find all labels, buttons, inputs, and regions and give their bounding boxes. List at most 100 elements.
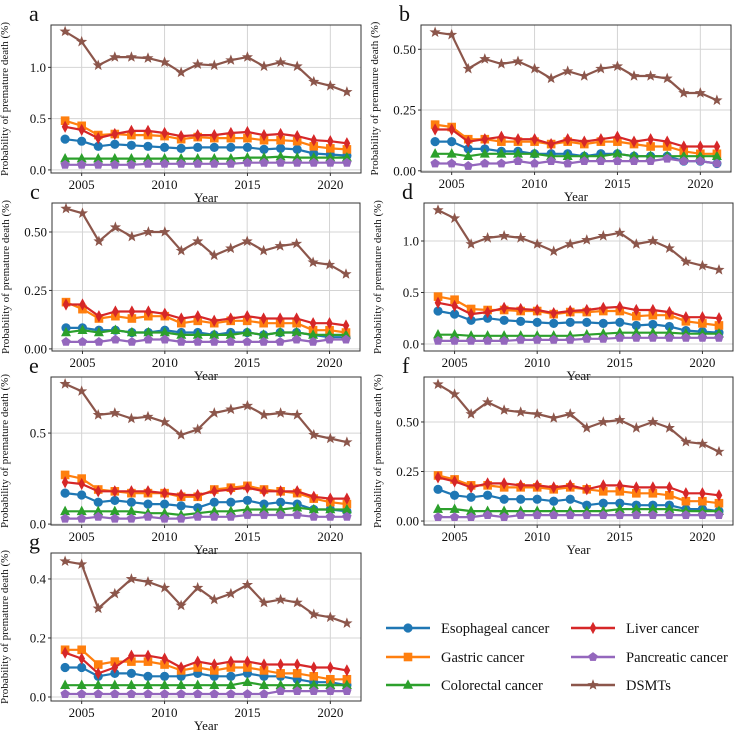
data-point <box>109 679 120 690</box>
data-point <box>227 483 235 496</box>
series-dsmts <box>59 378 353 447</box>
data-point <box>324 79 336 91</box>
data-point <box>340 268 352 279</box>
data-point <box>242 676 253 687</box>
data-point <box>341 436 353 447</box>
data-point <box>227 312 235 325</box>
data-point <box>678 87 690 98</box>
data-point <box>533 303 541 317</box>
data-point <box>161 652 168 665</box>
x-tick-label: 2020 <box>689 529 715 544</box>
series-line <box>437 488 720 513</box>
data-point <box>596 156 606 165</box>
data-point <box>564 408 576 419</box>
data-point <box>548 412 560 423</box>
data-point <box>564 238 576 249</box>
data-point <box>309 317 317 330</box>
data-point <box>126 513 137 523</box>
series-line <box>65 155 347 160</box>
data-point <box>226 142 236 152</box>
data-point <box>76 207 89 218</box>
data-point <box>143 671 153 681</box>
data-point <box>293 312 300 325</box>
data-point <box>109 51 121 62</box>
data-point <box>496 158 507 168</box>
data-point <box>532 510 542 520</box>
data-point <box>260 128 268 142</box>
x-axis-label: Year <box>567 542 592 557</box>
legend-marker <box>587 679 599 690</box>
data-point <box>482 396 494 407</box>
data-point <box>60 202 72 214</box>
data-point <box>597 133 605 146</box>
data-point <box>159 679 170 690</box>
series-dsmts <box>60 202 352 279</box>
data-point <box>499 336 509 345</box>
data-point <box>308 75 320 87</box>
data-point <box>62 298 70 311</box>
series-colorectal-cancer <box>433 503 724 515</box>
y-tick-label: 0.5 <box>403 285 419 300</box>
data-point <box>112 305 119 318</box>
axes-frame <box>423 202 734 352</box>
data-point <box>194 488 202 502</box>
data-point <box>433 512 443 522</box>
data-point <box>464 135 472 148</box>
data-point <box>662 153 672 163</box>
series-line <box>65 506 347 517</box>
data-point <box>681 332 691 342</box>
data-point <box>242 510 253 519</box>
data-point <box>615 510 625 520</box>
data-point <box>699 487 706 500</box>
data-point <box>714 332 724 342</box>
data-point <box>565 317 575 327</box>
data-point <box>244 125 251 139</box>
data-point <box>176 337 186 346</box>
data-point <box>429 26 441 37</box>
data-point <box>484 477 491 490</box>
data-point <box>324 611 336 623</box>
series-line <box>65 681 347 687</box>
series-line <box>64 30 348 94</box>
data-point <box>696 437 709 449</box>
data-point <box>583 303 591 317</box>
data-point <box>679 156 689 165</box>
data-point <box>498 230 510 241</box>
axes-frame <box>423 376 734 526</box>
y-tick-label: 0.25 <box>396 464 419 479</box>
data-point <box>242 689 253 699</box>
data-point <box>275 686 286 696</box>
data-point <box>611 60 624 72</box>
data-point <box>615 332 625 342</box>
series-esophageal-cancer <box>433 484 724 516</box>
y-tick-label: 0.25 <box>393 103 416 118</box>
data-point <box>467 481 475 494</box>
data-point <box>648 510 658 520</box>
data-point <box>342 319 350 332</box>
data-point <box>647 235 659 246</box>
data-point <box>324 432 336 444</box>
panel-g: 2005 2010 2015 2020 0.0 0.2 0.4 Year Probability… <box>0 529 362 733</box>
series-line <box>65 329 346 336</box>
data-point <box>342 157 352 167</box>
data-point <box>145 305 152 318</box>
series-line <box>65 513 347 520</box>
data-point <box>143 141 153 151</box>
data-point <box>343 492 351 505</box>
data-point <box>60 134 70 144</box>
series-liver-cancer <box>61 646 351 680</box>
data-point <box>663 422 675 433</box>
data-point <box>290 237 303 249</box>
data-point <box>498 130 505 143</box>
data-point <box>275 157 286 167</box>
data-point <box>480 158 490 168</box>
data-point <box>666 481 673 494</box>
data-point <box>126 159 137 169</box>
data-point <box>661 72 673 84</box>
data-point <box>648 332 658 342</box>
data-point <box>342 511 352 521</box>
data-point <box>126 230 138 242</box>
series-line <box>438 508 719 513</box>
data-point <box>61 326 71 337</box>
data-point <box>159 689 170 699</box>
